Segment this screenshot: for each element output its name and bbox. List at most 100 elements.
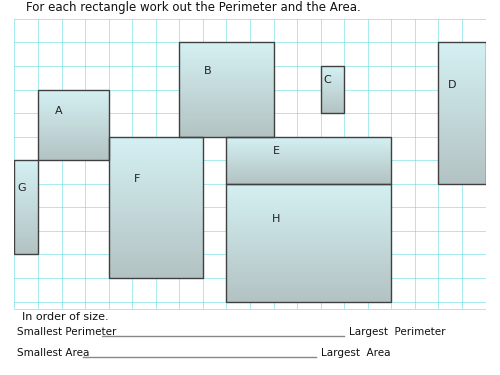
Bar bbox=[38, 100, 108, 101]
Bar bbox=[226, 299, 392, 300]
Bar bbox=[438, 42, 486, 44]
Bar bbox=[438, 168, 486, 170]
Bar bbox=[438, 92, 486, 93]
Bar bbox=[38, 156, 108, 157]
Bar bbox=[38, 138, 108, 139]
Bar bbox=[226, 263, 392, 264]
Bar bbox=[226, 166, 392, 167]
Bar bbox=[438, 148, 486, 150]
Bar bbox=[180, 128, 274, 130]
Text: Largest  Perimeter: Largest Perimeter bbox=[349, 327, 446, 337]
Bar bbox=[180, 82, 274, 84]
Bar bbox=[14, 186, 38, 188]
Bar bbox=[108, 201, 203, 202]
Bar bbox=[226, 240, 392, 242]
Bar bbox=[320, 80, 344, 81]
Bar bbox=[180, 53, 274, 54]
Bar bbox=[14, 179, 38, 180]
Bar bbox=[180, 113, 274, 114]
Bar bbox=[108, 157, 203, 158]
Bar bbox=[38, 147, 108, 148]
Bar bbox=[180, 133, 274, 134]
Bar bbox=[320, 88, 344, 89]
Bar bbox=[38, 94, 108, 96]
Bar bbox=[108, 213, 203, 214]
Bar bbox=[226, 290, 392, 291]
Bar bbox=[180, 107, 274, 108]
Bar bbox=[108, 146, 203, 147]
Bar bbox=[38, 91, 108, 92]
Bar bbox=[438, 118, 486, 119]
Bar bbox=[14, 173, 38, 174]
Bar bbox=[108, 185, 203, 186]
Text: D: D bbox=[448, 80, 457, 90]
Bar bbox=[438, 58, 486, 59]
Bar bbox=[180, 78, 274, 79]
Bar bbox=[108, 240, 203, 242]
Bar bbox=[320, 99, 344, 100]
Text: G: G bbox=[17, 183, 26, 194]
Bar bbox=[320, 109, 344, 110]
Bar bbox=[438, 96, 486, 97]
Bar bbox=[108, 173, 203, 174]
Bar bbox=[226, 178, 392, 179]
Bar bbox=[320, 74, 344, 75]
Bar bbox=[226, 140, 392, 141]
Bar bbox=[38, 135, 108, 136]
Bar bbox=[438, 107, 486, 108]
Bar bbox=[14, 226, 38, 227]
Bar bbox=[226, 293, 392, 294]
Bar bbox=[108, 242, 203, 243]
Bar bbox=[14, 183, 38, 184]
Bar bbox=[438, 76, 486, 78]
Bar bbox=[438, 59, 486, 60]
Bar bbox=[14, 223, 38, 224]
Bar bbox=[14, 233, 38, 234]
Bar bbox=[38, 122, 108, 123]
Bar bbox=[108, 191, 203, 192]
Bar bbox=[38, 110, 108, 111]
Bar bbox=[180, 111, 274, 112]
Bar bbox=[14, 204, 38, 205]
Bar bbox=[226, 270, 392, 271]
Bar bbox=[226, 298, 392, 299]
Bar bbox=[38, 134, 108, 135]
Bar bbox=[438, 176, 486, 177]
Bar bbox=[226, 142, 392, 143]
Bar bbox=[180, 42, 274, 136]
Bar bbox=[14, 239, 38, 240]
Bar bbox=[226, 148, 392, 149]
Bar bbox=[180, 59, 274, 60]
Bar bbox=[108, 207, 203, 209]
Bar bbox=[14, 236, 38, 237]
Bar bbox=[438, 150, 486, 151]
Bar bbox=[320, 105, 344, 106]
Bar bbox=[108, 232, 203, 233]
Bar bbox=[108, 200, 203, 201]
Bar bbox=[38, 118, 108, 119]
Bar bbox=[438, 131, 486, 132]
Bar bbox=[38, 150, 108, 151]
Bar bbox=[108, 142, 203, 144]
Bar bbox=[438, 167, 486, 168]
Bar bbox=[180, 127, 274, 128]
Bar bbox=[14, 309, 486, 372]
Bar bbox=[180, 76, 274, 78]
Bar bbox=[14, 231, 38, 232]
Bar bbox=[438, 97, 486, 98]
Bar bbox=[226, 141, 392, 142]
Bar bbox=[180, 80, 274, 81]
Bar bbox=[38, 153, 108, 154]
Bar bbox=[320, 86, 344, 87]
Bar bbox=[320, 69, 344, 70]
Bar bbox=[180, 118, 274, 119]
Bar bbox=[226, 149, 392, 150]
Bar bbox=[14, 176, 38, 177]
Bar bbox=[108, 189, 203, 190]
Bar bbox=[438, 87, 486, 88]
Bar bbox=[226, 160, 392, 161]
Bar bbox=[180, 47, 274, 48]
Bar bbox=[180, 123, 274, 124]
Bar bbox=[438, 123, 486, 124]
Bar bbox=[108, 272, 203, 273]
